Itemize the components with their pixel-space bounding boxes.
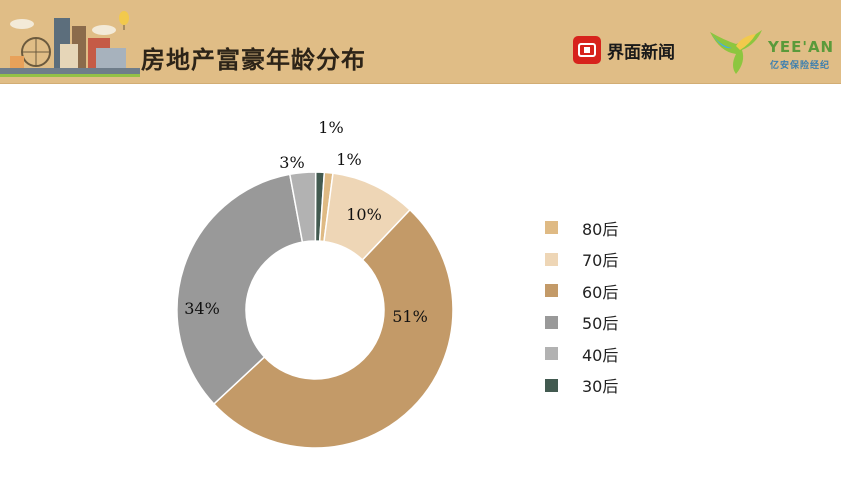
- legend-label: 60后: [582, 282, 619, 302]
- yeean-logo-subtext: 亿安保险经纪: [770, 61, 831, 71]
- data-label-40后: 3%: [279, 153, 304, 172]
- slice-50后: [176, 173, 304, 406]
- legend-item-80后: 80后: [545, 212, 618, 244]
- legend-swatch: [545, 378, 558, 392]
- data-label-70后: 10%: [346, 205, 382, 224]
- legend-item-70后: 70后: [545, 244, 618, 276]
- legend-swatch: [545, 221, 558, 235]
- legend-label: 70后: [582, 251, 619, 271]
- jiemian-news-logo: 界面新闻: [573, 36, 675, 64]
- data-label-30后: 1%: [318, 118, 343, 137]
- header-banner: 房地产富豪年龄分布 界面新闻 YEE'AN 亿安保险经纪: [0, 0, 841, 84]
- legend-label: 40后: [582, 345, 619, 365]
- city-skyline-icon: [0, 11, 140, 77]
- donut-chart: 1% 1% 10% 51% 34% 3%: [176, 118, 454, 449]
- legend-swatch: [545, 284, 558, 298]
- legend-label: 30后: [582, 377, 619, 397]
- legend-item-60后: 60后: [545, 275, 618, 307]
- yeean-logo-text: YEE'AN: [768, 38, 835, 56]
- legend-swatch: [545, 347, 558, 361]
- legend-item-40后: 40后: [545, 338, 618, 370]
- data-label-60后: 51%: [392, 307, 428, 326]
- legend-item-30后: 30后: [545, 370, 618, 402]
- chart-data-labels: 1% 1% 10% 51% 34% 3%: [184, 118, 428, 326]
- chart-legend: 80后 70后 60后 50后 40后 30后: [545, 212, 618, 401]
- page-title: 房地产富豪年龄分布: [141, 46, 366, 74]
- legend-label: 80后: [582, 219, 619, 239]
- data-label-80后: 1%: [336, 150, 361, 169]
- slice-60后: [212, 208, 454, 449]
- jiemian-logo-text: 界面新闻: [607, 42, 675, 63]
- jiemian-logo-icon: [573, 36, 601, 64]
- legend-swatch: [545, 252, 558, 266]
- yeean-logo-icon: [710, 30, 762, 74]
- legend-label: 50后: [582, 314, 619, 334]
- data-label-50后: 34%: [184, 299, 220, 318]
- legend-swatch: [545, 315, 558, 329]
- legend-item-50后: 50后: [545, 307, 618, 339]
- slice-40后: [288, 171, 317, 244]
- chart-slices: [176, 171, 454, 449]
